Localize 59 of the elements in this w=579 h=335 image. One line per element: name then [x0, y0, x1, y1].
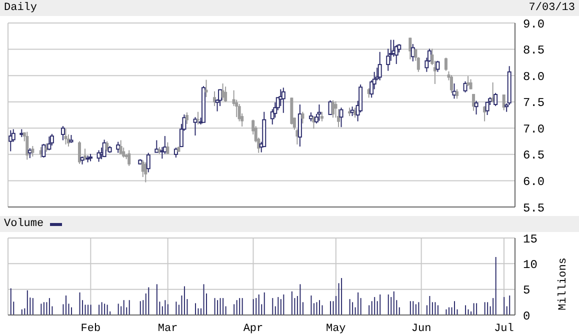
candlestick	[78, 140, 82, 164]
y-tick-label: 0	[523, 309, 530, 324]
candlestick	[332, 100, 335, 118]
candlestick	[298, 104, 302, 148]
candlestick	[154, 140, 159, 153]
candlestick	[50, 133, 54, 146]
x-tick-label: Jul	[494, 322, 514, 335]
candlestick	[8, 130, 13, 152]
y-tick-label: 7.0	[523, 122, 545, 136]
candlestick	[116, 141, 120, 154]
y-tick-label: 15	[523, 232, 538, 246]
y-tick-label: 6.0	[523, 174, 545, 189]
x-tick-label: May	[326, 322, 346, 335]
candlestick	[472, 93, 476, 112]
candlestick	[224, 86, 228, 102]
x-tick-label: Mar	[158, 322, 178, 335]
y-tick-label: 7.5	[523, 96, 545, 110]
candlestick	[450, 74, 453, 94]
y-tick-label: 8.5	[523, 44, 545, 58]
chart-title: Daily	[4, 2, 38, 14]
candlestick	[301, 111, 304, 124]
candlestick	[436, 60, 440, 72]
candlestick	[60, 126, 65, 141]
candlestick	[456, 88, 458, 100]
candlestick	[408, 37, 412, 60]
y-tick-label: 5.5	[523, 201, 545, 216]
x-tick-label: Jun	[411, 322, 432, 335]
y-axis-title: Millions	[557, 258, 569, 310]
x-tick-label: Feb	[80, 322, 101, 335]
candlestick	[204, 79, 208, 98]
candlestick	[64, 128, 68, 145]
y-tick-label: 9.0	[523, 17, 545, 32]
candlestick	[502, 94, 506, 111]
x-tick-label: Apr	[243, 322, 264, 335]
candlestick	[146, 152, 150, 173]
candlestick	[339, 107, 344, 128]
text: 7/03/13	[528, 2, 575, 14]
candlestick	[320, 111, 324, 122]
candlestick	[119, 140, 122, 154]
candlestick	[474, 100, 478, 115]
candlestick	[317, 104, 322, 122]
candlestick	[466, 76, 470, 87]
candlestick	[483, 106, 486, 122]
y-tick-label: 8.0	[523, 70, 545, 84]
legend-label: Volume	[4, 218, 45, 230]
candlestick	[144, 162, 148, 183]
candlestick	[122, 147, 126, 158]
y-tick-label: 5	[523, 284, 530, 298]
y-tick-label: 10	[523, 258, 538, 272]
y-tick-label: 6.5	[523, 148, 545, 163]
candlestick	[213, 90, 216, 107]
candlestick	[485, 101, 490, 116]
candlestick	[444, 57, 448, 72]
candlestick	[463, 80, 468, 93]
candlestick	[31, 146, 34, 158]
candlestick	[26, 131, 29, 160]
candlestick	[160, 146, 164, 160]
candlestick	[28, 148, 32, 159]
candlestick	[128, 150, 131, 166]
